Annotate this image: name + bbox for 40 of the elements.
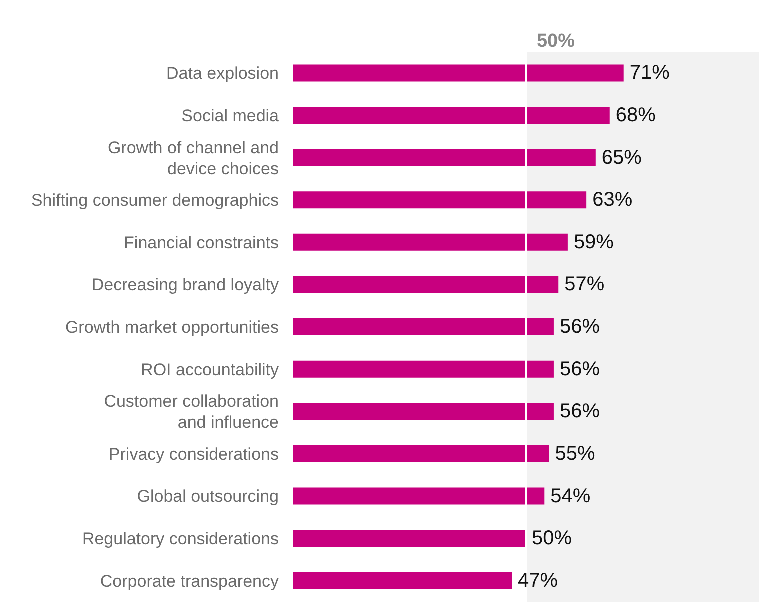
y-tick-label: Data explosion <box>166 64 279 83</box>
y-tick-label: Customer collaboration and influence <box>104 392 279 432</box>
ref-line-label: 50% <box>536 31 576 52</box>
y-tick-label: Growth market opportunities <box>65 318 279 336</box>
y-tick-label: Regulatory considerations <box>82 529 279 548</box>
y-tick-label: Social media <box>182 106 280 125</box>
y-tick-label: ROI accountability <box>141 360 280 379</box>
y-tick-label: Decreasing brand loyalty <box>92 275 280 294</box>
data-label: 56% <box>560 316 600 338</box>
bar <box>293 360 554 378</box>
data-label: 55% <box>555 442 596 465</box>
bar <box>293 64 624 82</box>
bar <box>293 276 559 294</box>
y-tick-label: Global outsourcing <box>137 486 279 506</box>
data-label: 50% <box>532 528 572 550</box>
data-label: 56% <box>560 400 600 423</box>
y-tick-label: Corporate transparency <box>100 571 280 590</box>
bar <box>293 488 545 505</box>
data-label: 59% <box>574 231 614 254</box>
data-label: 57% <box>564 274 605 296</box>
data-label: 56% <box>560 358 600 380</box>
data-label: 68% <box>616 104 656 126</box>
data-label: 65% <box>602 146 642 169</box>
bar <box>293 403 554 420</box>
y-tick-label: Financial constraints <box>124 232 279 252</box>
data-label: 63% <box>592 189 633 212</box>
bar <box>293 107 610 124</box>
bar <box>293 149 596 166</box>
bar <box>293 445 550 462</box>
y-tick-label: Growth of channel and device choices <box>108 138 279 178</box>
data-label: 54% <box>550 485 591 508</box>
data-label: 71% <box>630 62 670 84</box>
y-tick-label: Shifting consumer demographics <box>31 190 279 210</box>
bar <box>293 318 554 336</box>
data-label: 47% <box>518 570 558 592</box>
bar <box>293 530 526 548</box>
bar <box>293 572 512 590</box>
y-tick-label: Privacy considerations <box>108 444 279 464</box>
bar <box>293 192 587 209</box>
bar <box>293 234 568 251</box>
